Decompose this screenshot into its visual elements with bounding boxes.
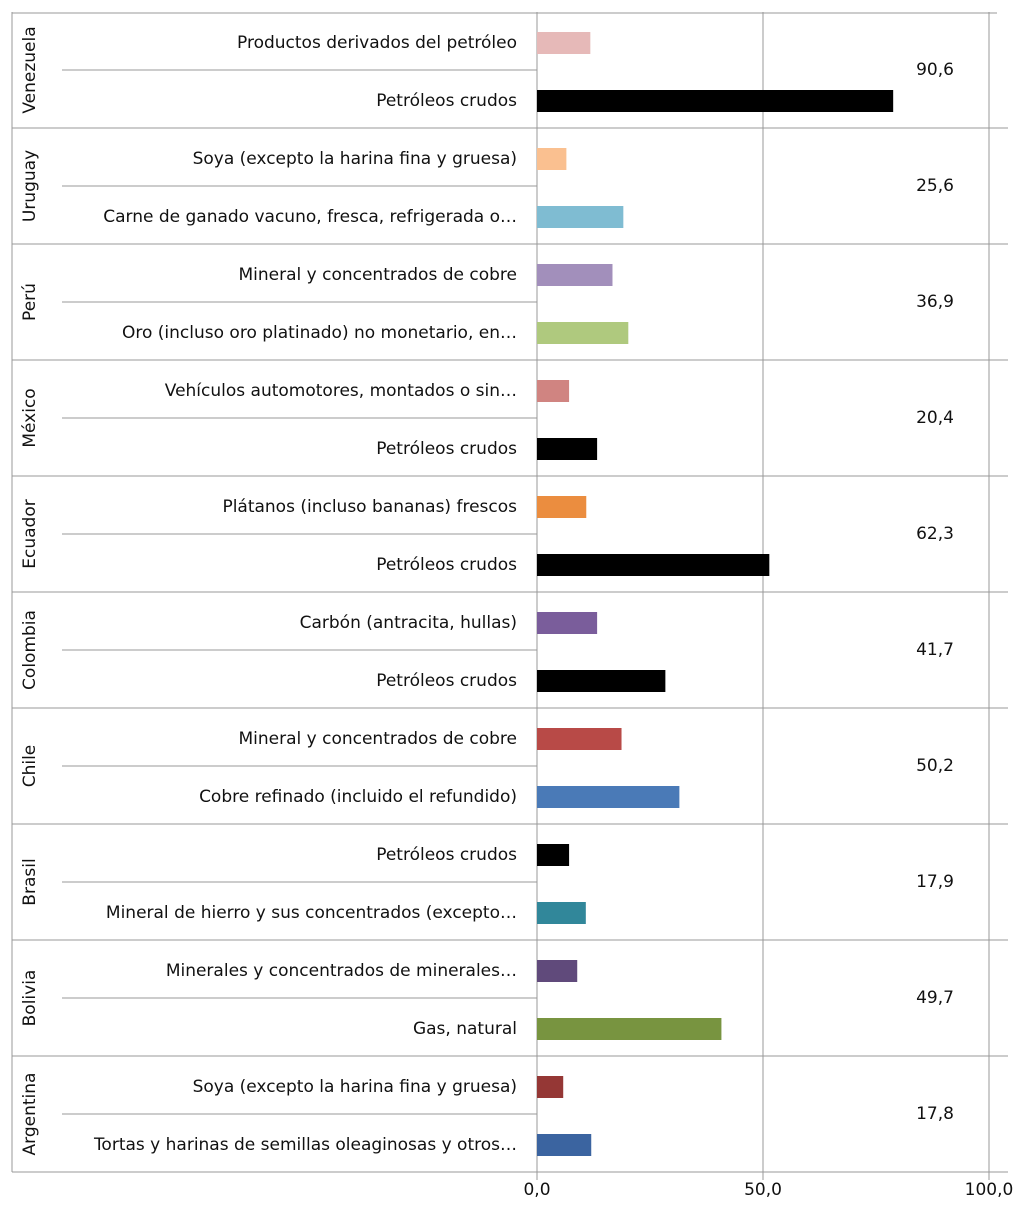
category-label: Soya (excepto la harina fina y gruesa): [193, 149, 517, 169]
category-label: Mineral de hierro y sus concentrados (ex…: [106, 903, 517, 923]
total-label: 17,8: [916, 1104, 954, 1124]
category-label: Oro (incluso oro platinado) no monetario…: [122, 323, 517, 343]
category-label: Carbón (antracita, hullas): [300, 613, 517, 633]
total-label: 49,7: [916, 988, 954, 1008]
category-label: Petróleos crudos: [376, 439, 517, 459]
category-label: Petróleos crudos: [376, 671, 517, 691]
bar: [537, 322, 629, 344]
country-label: Ecuador: [20, 499, 40, 568]
category-label: Mineral y concentrados de cobre: [238, 265, 517, 285]
bar: [537, 496, 587, 518]
bar: [537, 554, 770, 576]
bar: [537, 148, 567, 170]
bar: [537, 264, 613, 286]
category-label: Minerales y concentrados de minerales…: [166, 961, 517, 981]
country-label: Uruguay: [20, 150, 40, 222]
bar: [537, 1134, 592, 1156]
x-tick-label: 0,0: [523, 1180, 550, 1200]
country-label: Venezuela: [20, 26, 40, 113]
bar: [537, 786, 680, 808]
country-label: Brasil: [20, 858, 40, 905]
bar: [537, 1076, 564, 1098]
bar: [537, 438, 598, 460]
category-label: Vehículos automotores, montados o sin…: [165, 381, 517, 401]
bar: [537, 206, 624, 228]
category-label: Mineral y concentrados de cobre: [238, 729, 517, 749]
total-label: 20,4: [916, 408, 954, 428]
bar: [537, 1018, 722, 1040]
country-label: Chile: [20, 745, 40, 788]
total-label: 41,7: [916, 640, 954, 660]
category-label: Petróleos crudos: [376, 845, 517, 865]
bar: [537, 380, 570, 402]
total-label: 25,6: [916, 176, 954, 196]
category-label: Plátanos (incluso bananas) frescos: [222, 497, 517, 517]
bar: [537, 612, 598, 634]
category-label: Petróleos crudos: [376, 555, 517, 575]
country-label: Bolivia: [20, 970, 40, 1027]
total-label: 50,2: [916, 756, 954, 776]
bar: [537, 728, 622, 750]
x-tick-label: 50,0: [744, 1180, 782, 1200]
category-label: Gas, natural: [413, 1019, 517, 1039]
total-label: 90,6: [916, 60, 954, 80]
total-label: 36,9: [916, 292, 954, 312]
country-label: Colombia: [20, 610, 40, 690]
category-label: Petróleos crudos: [376, 91, 517, 111]
country-label: Perú: [20, 283, 40, 321]
category-label: Cobre refinado (incluido el refundido): [199, 787, 517, 807]
bar: [537, 844, 570, 866]
country-label: México: [20, 388, 40, 447]
x-tick-label: 100,0: [965, 1180, 1014, 1200]
category-label: Tortas y harinas de semillas oleaginosas…: [93, 1135, 517, 1155]
category-label: Productos derivados del petróleo: [237, 33, 517, 53]
bar: [537, 90, 894, 112]
total-label: 17,9: [916, 872, 954, 892]
bar: [537, 670, 666, 692]
bar: [537, 902, 586, 924]
category-label: Carne de ganado vacuno, fresca, refriger…: [103, 207, 517, 227]
total-label: 62,3: [916, 524, 954, 544]
category-label: Soya (excepto la harina fina y gruesa): [193, 1077, 517, 1097]
bar: [537, 32, 591, 54]
bar: [537, 960, 578, 982]
country-label: Argentina: [20, 1073, 40, 1156]
